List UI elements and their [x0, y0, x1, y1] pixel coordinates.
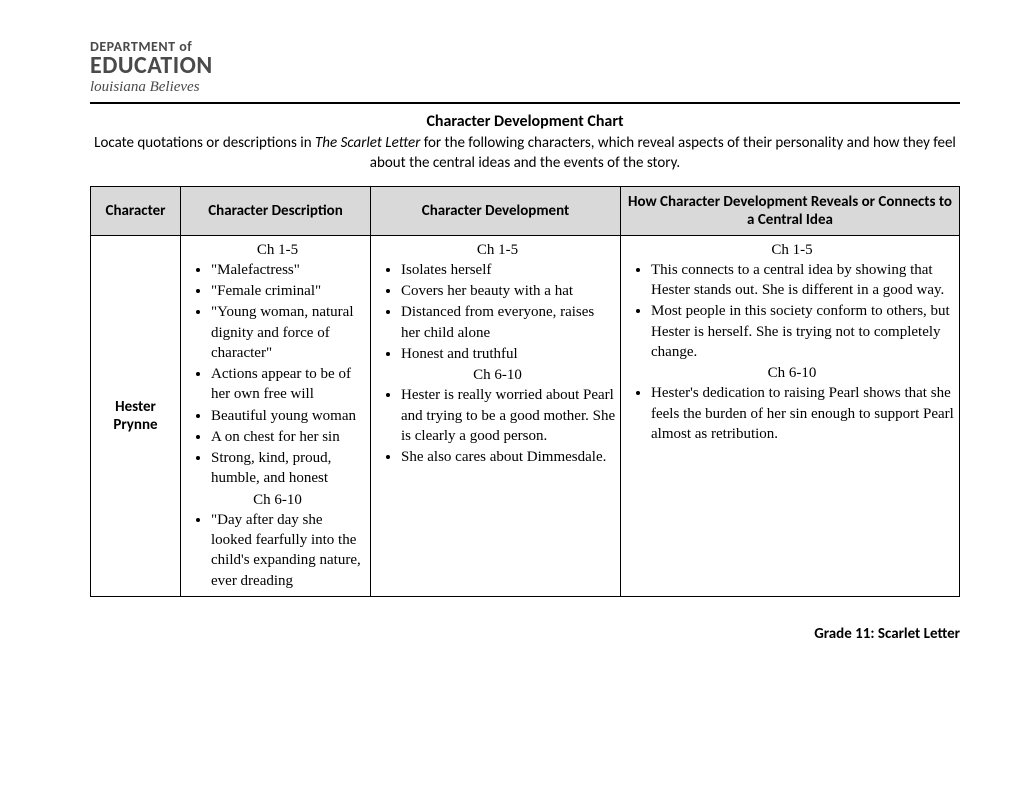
list-item: Hester is really worried about Pearl and… [401, 385, 616, 446]
logo-line-2: EDUCATION [90, 54, 960, 78]
list-item: "Day after day she looked fearfully into… [211, 510, 366, 591]
list-item: Most people in this society conform to o… [651, 301, 955, 362]
list-item: Distanced from everyone, raises her chil… [401, 302, 616, 343]
chart-table: Character Character Description Characte… [90, 186, 960, 597]
list-item: "Female criminal" [211, 281, 366, 301]
bullet-list: Isolates herselfCovers her beauty with a… [379, 260, 616, 364]
list-item: "Young woman, natural dignity and force … [211, 302, 366, 363]
bullet-list: Hester is really worried about Pearl and… [379, 385, 616, 467]
instructions-italic: The Scarlet Letter [315, 134, 420, 152]
th-character: Character [91, 186, 181, 235]
list-item: Actions appear to be of her own free wil… [211, 364, 366, 405]
chapter-heading: Ch 1-5 [379, 240, 616, 260]
chapter-heading: Ch 6-10 [629, 363, 955, 383]
cell-character-name: Hester Prynne [91, 235, 181, 596]
cell-description: Ch 1-5 "Malefactress""Female criminal""Y… [181, 235, 371, 596]
th-central-idea: How Character Development Reveals or Con… [621, 186, 960, 235]
list-item: Isolates herself [401, 260, 616, 280]
list-item: A on chest for her sin [211, 427, 366, 447]
list-item: Beautiful young woman [211, 406, 366, 426]
chapter-heading: Ch 6-10 [379, 365, 616, 385]
chapter-heading: Ch 6-10 [189, 490, 366, 510]
th-description: Character Description [181, 186, 371, 235]
instructions-post: for the following characters, which reve… [370, 134, 956, 172]
cell-central-idea: Ch 1-5 This connects to a central idea b… [621, 235, 960, 596]
logo: DEPARTMENT of EDUCATION louisiana Believ… [90, 40, 960, 96]
logo-tagline: louisiana Believes [90, 78, 960, 96]
footer: Grade 11: Scarlet Letter [90, 625, 960, 643]
instructions-pre: Locate quotations or descriptions in [94, 134, 315, 152]
list-item: Strong, kind, proud, humble, and honest [211, 448, 366, 489]
cell-development: Ch 1-5 Isolates herselfCovers her beauty… [371, 235, 621, 596]
list-item: Covers her beauty with a hat [401, 281, 616, 301]
list-item: Hester's dedication to raising Pearl sho… [651, 383, 955, 444]
bullet-list: "Day after day she looked fearfully into… [189, 510, 366, 591]
chapter-heading: Ch 1-5 [189, 240, 366, 260]
bullet-list: "Malefactress""Female criminal""Young wo… [189, 260, 366, 489]
th-development: Character Development [371, 186, 621, 235]
instructions: Locate quotations or descriptions in The… [90, 133, 960, 174]
list-item: This connects to a central idea by showi… [651, 260, 955, 301]
list-item: She also cares about Dimmesdale. [401, 447, 616, 467]
list-item: "Malefactress" [211, 260, 366, 280]
bullet-list: Hester's dedication to raising Pearl sho… [629, 383, 955, 444]
table-header-row: Character Character Description Characte… [91, 186, 960, 235]
logo-line-1: DEPARTMENT of [90, 40, 960, 54]
bullet-list: This connects to a central idea by showi… [629, 260, 955, 362]
header-rule [90, 102, 960, 104]
table-row: Hester Prynne Ch 1-5 "Malefactress""Fema… [91, 235, 960, 596]
list-item: Honest and truthful [401, 344, 616, 364]
page-title: Character Development Chart [90, 112, 960, 131]
chapter-heading: Ch 1-5 [629, 240, 955, 260]
